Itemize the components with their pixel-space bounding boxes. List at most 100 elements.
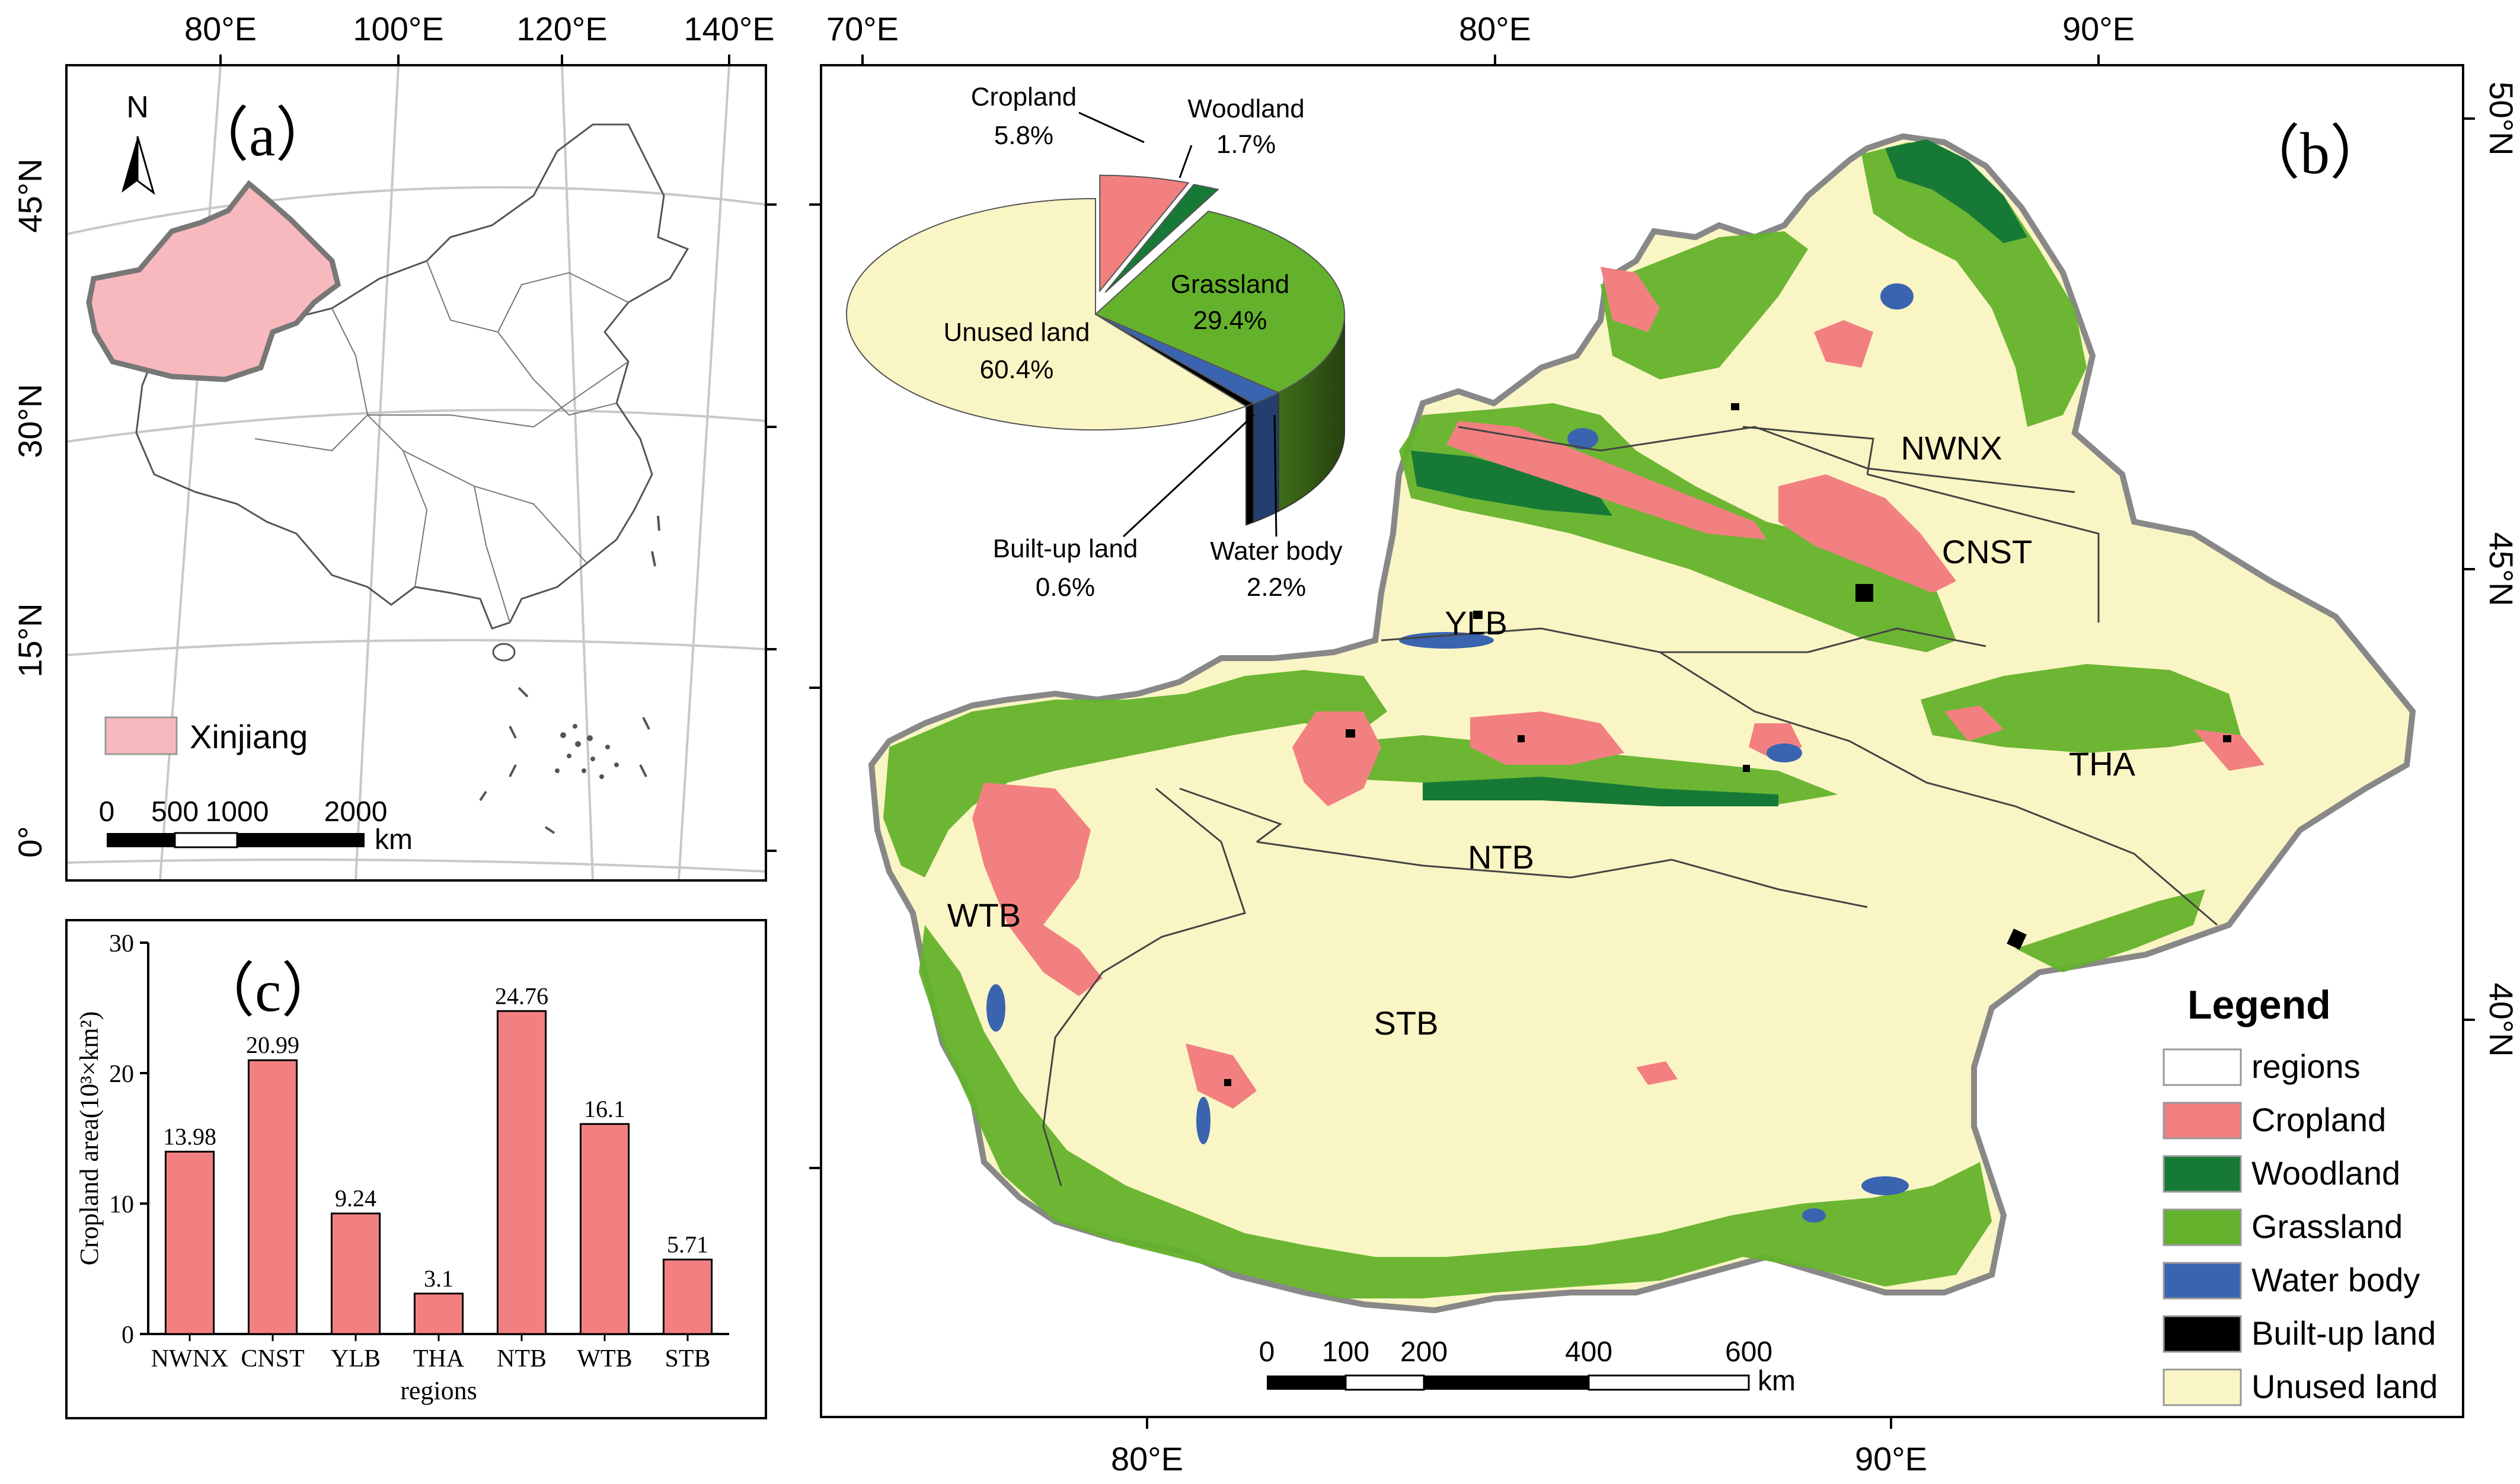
x-tick-label: NWNX	[151, 1345, 229, 1373]
panel-a-graticule	[66, 65, 766, 881]
pie-label-unused-name: Unused land	[943, 318, 1090, 347]
landuse-pie-chart	[845, 174, 1345, 526]
region-boundaries	[1042, 426, 2218, 1186]
bar-cnst	[247, 1059, 298, 1335]
region-label-wtb: WTB	[947, 896, 1021, 934]
region-label-tha: THA	[2069, 745, 2136, 783]
north-label: N	[126, 90, 149, 125]
y-tick-label: 30	[109, 930, 134, 958]
a-top-coord-1: 100°E	[353, 10, 443, 47]
b-right-coord-0: 50°N	[2483, 81, 2520, 155]
b-right-coord-2: 40°N	[2483, 982, 2520, 1057]
pie-labels: Cropland 5.8% Woodland 1.7% Grassland 29…	[943, 82, 1342, 602]
region-label-stb: STB	[1374, 1004, 1439, 1042]
nine-dash-line	[479, 515, 660, 834]
cropland-bar-chart: 0 10 20 30 Cropland area(10³×km²) 13.98 NWNX 20…	[75, 930, 729, 1405]
builtup-areas	[1224, 403, 2231, 1086]
pie-label-builtup-name: Built-up land	[993, 534, 1138, 563]
x-tick-label: WTB	[577, 1345, 632, 1373]
panel-b-label: （b）	[2241, 120, 2389, 186]
scale-a-label-0: 0	[99, 796, 115, 828]
woodland-areas	[1411, 139, 2027, 806]
a-left-coord-0: 45°N	[11, 158, 49, 232]
legend-swatch-woodland	[2163, 1155, 2242, 1193]
panel-b: NWNX CNST YLB THA NTB WTB STB Cropland 5…	[766, 10, 2520, 1477]
bar-nwnx	[164, 1150, 215, 1335]
scale-a-label-1: 500	[151, 796, 199, 828]
legend-swatch-cropland	[2163, 1102, 2242, 1140]
scale-b-unit: km	[1758, 1365, 1796, 1397]
panel-a-scale-bar: 0 500 1000 2000 km	[99, 796, 413, 856]
b-top-coord-0: 70°E	[826, 10, 899, 47]
legend-label-woodland: Woodland	[2251, 1154, 2400, 1192]
x-tick-label: STB	[665, 1345, 710, 1373]
a-left-coord-2: 15°N	[11, 603, 49, 677]
pie-slice-woodland	[1104, 184, 1219, 293]
pie-slice-cropland	[1099, 174, 1190, 293]
pie-label-water-pct: 2.2%	[1247, 573, 1306, 602]
bar-stb	[662, 1258, 713, 1335]
scale-a-unit: km	[375, 824, 413, 856]
pie-label-grassland-name: Grassland	[1171, 270, 1290, 299]
bar-ylb	[330, 1212, 381, 1335]
scale-b-label-2: 200	[1400, 1336, 1448, 1368]
a-top-coord-0: 80°E	[184, 10, 257, 47]
pie-slice-unused-land	[845, 197, 1248, 430]
b-right-coord-1: 45°N	[2483, 532, 2520, 606]
pie-label-water-name: Water body	[1210, 537, 1342, 566]
y-tick-label: 10	[109, 1191, 134, 1218]
pie-label-woodland-pct: 1.7%	[1216, 130, 1276, 159]
pie-slice-built-up-land	[1095, 314, 1255, 407]
region-label-ntb: NTB	[1468, 838, 1534, 876]
x-tick-label: THA	[413, 1345, 465, 1373]
b-top-coord-1: 80°E	[1459, 10, 1531, 47]
pie-label-cropland-name: Cropland	[971, 82, 1077, 111]
bar-value-label: 16.1	[584, 1096, 625, 1122]
scale-b-label-0: 0	[1259, 1336, 1275, 1368]
pie-label-builtup-pct: 0.6%	[1036, 573, 1095, 602]
legend-swatch-regions	[2163, 1048, 2242, 1086]
panel-b-scale-bar: 0 100 200 400 600 km	[1259, 1336, 1796, 1397]
grassland-areas	[883, 142, 2241, 1298]
bar-value-label: 5.71	[667, 1231, 708, 1258]
legend-swatch-built-up-land	[2163, 1315, 2242, 1353]
bar-wtb	[579, 1123, 630, 1335]
cropland-areas	[972, 267, 2265, 1109]
legend-label-grassland: Grassland	[2251, 1208, 2403, 1245]
bar-value-label: 3.1	[424, 1265, 453, 1292]
x-axis-label: regions	[400, 1376, 477, 1405]
region-label-cnst: CNST	[1942, 533, 2032, 570]
map-legend: Legend regions Cropland Woodland Grassland W…	[2163, 982, 2438, 1406]
panel-a-label: （a）	[190, 103, 334, 168]
a-left-coord-1: 30°N	[11, 384, 49, 458]
scale-b-label-3: 400	[1565, 1336, 1612, 1368]
pie-label-unused-pct: 60.4%	[980, 355, 1054, 384]
panel-a: N （a） Xinjiang 0 500 1000 2000 km 80°E 1…	[11, 10, 775, 882]
province-lines	[254, 260, 629, 623]
b-bottom-coord-1: 90°E	[1855, 1440, 1927, 1477]
legend-label-regions: regions	[2251, 1048, 2361, 1085]
region-label-ylb: YLB	[1445, 604, 1507, 642]
pie-label-grassland-pct: 29.4%	[1193, 306, 1267, 335]
region-label-nwnx: NWNX	[1901, 429, 2002, 467]
bar-value-label: 9.24	[335, 1185, 376, 1212]
scale-b-label-1: 100	[1322, 1336, 1369, 1368]
bar-ntb	[496, 1010, 547, 1335]
scale-b-label-4: 600	[1725, 1336, 1772, 1368]
legend-swatch-unused-land	[2163, 1368, 2242, 1406]
scale-a-label-2: 1000	[206, 796, 269, 828]
region-labels: NWNX CNST YLB THA NTB WTB STB	[947, 429, 2136, 1042]
xinjiang-legend-label: Xinjiang	[190, 718, 308, 755]
pie-label-cropland-pct: 5.8%	[994, 121, 1053, 150]
hainan-island	[492, 643, 516, 662]
scale-a-label-3: 2000	[324, 796, 388, 828]
pie-label-woodland-name: Woodland	[1187, 94, 1304, 123]
a-top-coord-3: 140°E	[684, 10, 774, 47]
b-bottom-coord-0: 80°E	[1111, 1440, 1183, 1477]
y-tick-label: 0	[122, 1322, 134, 1349]
xinjiang-legend-swatch	[104, 716, 178, 755]
south-sea-islands	[555, 724, 619, 779]
north-arrow-icon	[122, 136, 155, 195]
bar-value-label: 20.99	[246, 1032, 299, 1058]
